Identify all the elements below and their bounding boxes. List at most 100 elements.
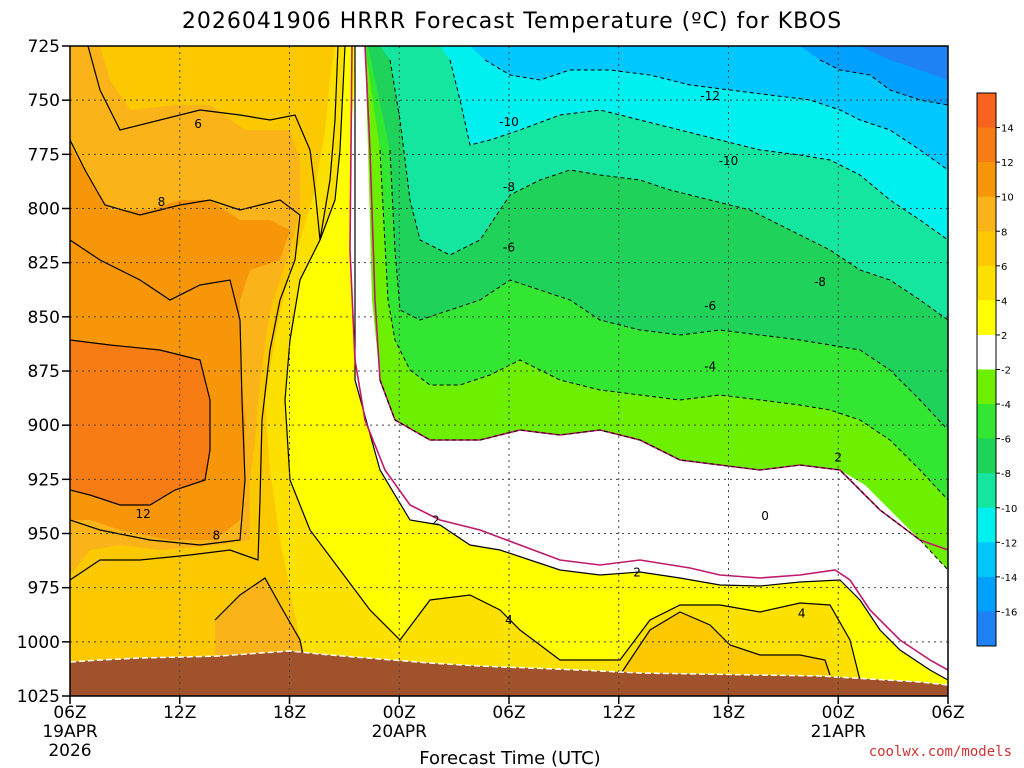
colorbar-label: 2: [1001, 331, 1007, 342]
y-tick-label: 775: [28, 145, 60, 165]
x-tick-label: 00Z: [383, 703, 416, 723]
colorbar-swatch: [977, 162, 996, 198]
contour-line-lower-patch: [214, 577, 306, 666]
y-tick-label: 750: [28, 91, 60, 111]
contour-label: 4: [798, 607, 806, 621]
colorbar-swatch: [977, 369, 996, 405]
x-tick-date-label: 20APR: [372, 722, 428, 742]
colorbar-label: -6: [1001, 435, 1011, 446]
y-tick-label: 975: [28, 579, 60, 599]
y-tick-label: 1000: [17, 633, 60, 653]
temp-band-neg2-2: [350, 46, 948, 670]
x-tick-label: 18Z: [273, 703, 306, 723]
contour-label: -4: [704, 360, 716, 374]
contour-label: -10: [719, 154, 739, 168]
colorbar-swatch: [977, 507, 996, 543]
x-tick-year-label: 2026: [48, 741, 91, 761]
contour-label: 4: [505, 613, 513, 627]
contour-line-neg12: [484, 59, 948, 171]
colorbar-label: -12: [1001, 538, 1017, 549]
colorbar-swatch: [977, 611, 996, 647]
contour-line-10: [70, 239, 246, 546]
colorbar-swatch: [977, 196, 996, 232]
contour-label: 6: [194, 117, 202, 131]
colorbar-label: 14: [1001, 124, 1014, 135]
contour-line-neg6: [389, 149, 948, 431]
y-tick-label: 850: [28, 308, 60, 328]
ground-edge: [70, 650, 948, 686]
contour-line-lower-right: [619, 611, 831, 676]
colorbar-swatch: [977, 231, 996, 267]
contour-label: 2: [432, 514, 440, 528]
contour-label: -6: [704, 299, 716, 313]
contour-label: -10: [499, 115, 519, 129]
contour-lines: [70, 46, 948, 681]
contour-line-neg10: [449, 59, 948, 241]
temp-band-12-14: [70, 340, 210, 505]
colorbar-swatch: [977, 404, 996, 440]
chart-title: 2026041906 HRRR Forecast Temperature (ºC…: [182, 9, 842, 34]
contour-label: -8: [503, 180, 515, 194]
contour-line-4: [284, 46, 861, 681]
colorbar-label: 10: [1001, 193, 1014, 204]
contour-labels: 6 8 12 8 2 4 2 0 4 2 -4 -6 -8 -6 -8 -10 -10 -12: [136, 89, 843, 627]
colorbar-swatch: [977, 438, 996, 474]
credit-text: coolwx.com/models: [869, 744, 1012, 760]
x-tick-label: 00Z: [822, 703, 855, 723]
contour-label: 8: [158, 195, 166, 209]
contour-lines-dashed: [379, 59, 948, 571]
y-tick-label: 925: [28, 470, 60, 490]
x-tick-label: 12Z: [602, 703, 635, 723]
colorbar-swatch: [977, 542, 996, 578]
contour-line-0: [349, 46, 948, 671]
colorbar: 14 12 10 8 6 4 2 -2 -4 -6 -8 -10 -12 -14 -16: [976, 92, 1017, 647]
y-tick-label: 825: [28, 254, 60, 274]
contour-label: 2: [834, 451, 842, 465]
colorbar-swatch: [977, 127, 996, 163]
y-tick-label: 875: [28, 362, 60, 382]
contour-label: -12: [700, 89, 720, 103]
grid-lines: [70, 46, 948, 696]
colorbar-label: -4: [1001, 400, 1011, 411]
colorbar-label: 12: [1001, 158, 1014, 169]
temp-band-below-neg16: [860, 46, 948, 80]
contour-line-8: [70, 139, 301, 581]
colorbar-label: 6: [1001, 262, 1007, 273]
colorbar-label: -2: [1001, 366, 1011, 377]
ground-terrain: [70, 651, 948, 696]
x-tick-label: 12Z: [163, 703, 196, 723]
contour-line-neg8: [389, 59, 948, 321]
colorbar-swatch: [977, 265, 996, 301]
y-tick-label: 1025: [17, 687, 60, 707]
x-tick-date-label: 21APR: [811, 722, 867, 742]
y-tick-label: 725: [28, 37, 60, 57]
plot-area: 6 8 12 8 2 4 2 0 4 2 -4 -6 -8 -6 -8 -10 -10 -12: [70, 46, 948, 696]
x-tick-date-label: 19APR: [42, 722, 98, 742]
colorbar-label: -16: [1001, 607, 1017, 618]
y-axis: 725 750 775 800 825 850 875 900 925 950 975 1000 102…: [17, 37, 70, 707]
contour-line-2: [354, 46, 948, 681]
y-tick-label: 950: [28, 525, 60, 545]
contour-line-neg4: [379, 149, 948, 501]
colorbar-swatch: [977, 300, 996, 336]
x-tick-label: 06Z: [931, 703, 964, 723]
colorbar-label: -8: [1001, 469, 1011, 480]
x-tick-label: 18Z: [712, 703, 745, 723]
contour-label: 0: [761, 509, 769, 523]
temp-band-neg14-neg12: [470, 46, 948, 170]
colorbar-label: 8: [1001, 227, 1007, 238]
contour-line-12: [70, 339, 211, 506]
temp-patch-lower-right: [620, 612, 830, 675]
colorbar-swatch: [977, 334, 996, 370]
x-tick-label: 06Z: [53, 703, 86, 723]
colorbar-swatch: [977, 576, 996, 612]
colorbar-swatch: [977, 93, 996, 129]
contour-label: 12: [136, 507, 151, 521]
colorbar-label: 4: [1001, 296, 1007, 307]
colorbar-label: -14: [1001, 573, 1017, 584]
contour-label: -6: [503, 241, 515, 255]
colorbar-swatch: [977, 473, 996, 509]
x-tick-label: 06Z: [492, 703, 525, 723]
